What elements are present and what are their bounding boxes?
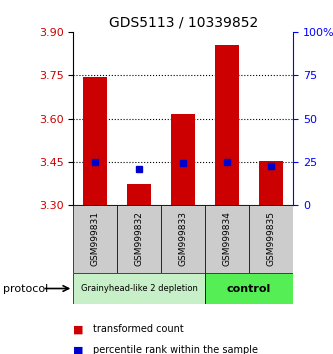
Text: GSM999833: GSM999833 xyxy=(178,211,188,267)
Bar xyxy=(127,184,151,205)
Bar xyxy=(73,273,205,304)
Text: percentile rank within the sample: percentile rank within the sample xyxy=(93,346,258,354)
Text: GSM999832: GSM999832 xyxy=(135,211,144,267)
Title: GDS5113 / 10339852: GDS5113 / 10339852 xyxy=(109,15,258,29)
Text: Grainyhead-like 2 depletion: Grainyhead-like 2 depletion xyxy=(81,284,197,293)
Text: GSM999831: GSM999831 xyxy=(91,211,100,267)
Text: ■: ■ xyxy=(73,346,84,354)
Bar xyxy=(249,205,293,273)
Bar xyxy=(83,77,107,205)
Text: protocol: protocol xyxy=(3,284,49,293)
Text: transformed count: transformed count xyxy=(93,324,184,334)
Text: GSM999835: GSM999835 xyxy=(266,211,276,267)
Bar xyxy=(205,273,293,304)
Bar xyxy=(117,205,161,273)
Bar xyxy=(161,205,205,273)
Bar xyxy=(259,160,283,205)
Bar xyxy=(215,45,239,205)
Text: control: control xyxy=(227,284,271,293)
Bar xyxy=(73,205,117,273)
Bar xyxy=(171,114,195,205)
Text: GSM999834: GSM999834 xyxy=(222,211,232,267)
Bar xyxy=(205,205,249,273)
Text: ■: ■ xyxy=(73,324,84,334)
